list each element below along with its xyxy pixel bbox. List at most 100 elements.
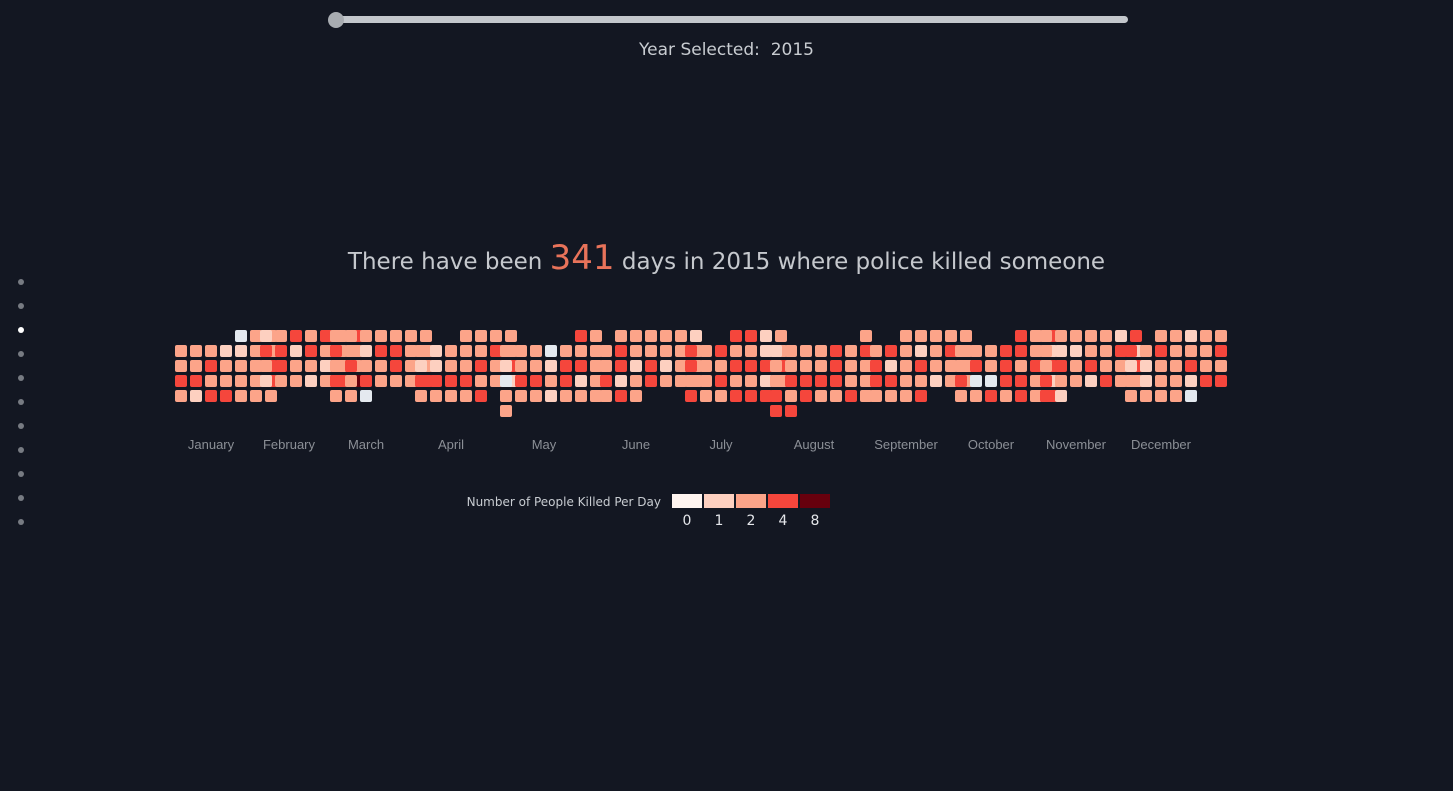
day-cell-october-22[interactable] (1015, 375, 1027, 387)
day-cell-february-19[interactable] (320, 360, 332, 372)
day-cell-june-5[interactable] (675, 330, 687, 342)
day-cell-august-10[interactable] (785, 360, 797, 372)
day-cell-september-3[interactable] (930, 330, 942, 342)
day-cell-january-31[interactable] (265, 390, 277, 402)
day-cell-march-30[interactable] (345, 390, 357, 402)
day-cell-july-12[interactable] (685, 360, 697, 372)
day-cell-december-26[interactable] (1215, 375, 1227, 387)
day-cell-september-7[interactable] (885, 345, 897, 357)
day-cell-march-1[interactable] (330, 330, 342, 342)
day-cell-december-18[interactable] (1200, 360, 1212, 372)
day-cell-may-5[interactable] (530, 345, 542, 357)
day-cell-december-12[interactable] (1215, 345, 1227, 357)
day-cell-october-15[interactable] (1015, 360, 1027, 372)
day-cell-december-5[interactable] (1215, 330, 1227, 342)
day-cell-december-9[interactable] (1170, 345, 1182, 357)
day-cell-october-19[interactable] (970, 375, 982, 387)
day-cell-august-8[interactable] (860, 345, 872, 357)
day-cell-july-28[interactable] (715, 390, 727, 402)
day-cell-november-16[interactable] (1055, 360, 1067, 372)
day-cell-february-11[interactable] (305, 345, 317, 357)
day-cell-december-24[interactable] (1185, 375, 1197, 387)
day-cell-june-22[interactable] (615, 375, 627, 387)
day-cell-december-29[interactable] (1155, 390, 1167, 402)
day-cell-november-8[interactable] (1040, 345, 1052, 357)
day-cell-may-14[interactable] (560, 360, 572, 372)
day-cell-august-14[interactable] (845, 360, 857, 372)
day-cell-july-23[interactable] (745, 375, 757, 387)
day-cell-october-28[interactable] (1000, 390, 1012, 402)
day-cell-may-30[interactable] (590, 390, 602, 402)
day-cell-april-10[interactable] (490, 345, 502, 357)
day-cell-february-4[interactable] (305, 330, 317, 342)
day-cell-december-17[interactable] (1185, 360, 1197, 372)
day-cell-january-1[interactable] (235, 330, 247, 342)
day-cell-november-24[interactable] (1070, 375, 1082, 387)
day-cell-july-17[interactable] (760, 360, 772, 372)
day-cell-march-13[interactable] (405, 345, 417, 357)
day-cell-october-12[interactable] (970, 360, 982, 372)
day-cell-january-8[interactable] (235, 345, 247, 357)
day-cell-august-23[interactable] (770, 390, 782, 402)
day-cell-april-24[interactable] (490, 375, 502, 387)
day-cell-december-23[interactable] (1170, 375, 1182, 387)
day-cell-january-26[interactable] (190, 390, 202, 402)
day-cell-august-12[interactable] (815, 360, 827, 372)
day-cell-november-26[interactable] (1100, 375, 1112, 387)
day-cell-august-24[interactable] (785, 390, 797, 402)
day-cell-october-30[interactable] (1030, 390, 1042, 402)
day-cell-september-1[interactable] (900, 330, 912, 342)
day-cell-may-20[interactable] (545, 375, 557, 387)
day-cell-november-6[interactable] (1115, 330, 1127, 342)
day-cell-march-19[interactable] (390, 360, 402, 372)
day-cell-april-16[interactable] (475, 360, 487, 372)
day-cell-november-22[interactable] (1040, 375, 1052, 387)
day-cell-may-29[interactable] (575, 390, 587, 402)
day-cell-february-16[interactable] (275, 360, 287, 372)
day-cell-july-6[interactable] (700, 345, 712, 357)
day-cell-june-1[interactable] (615, 330, 627, 342)
day-cell-march-29[interactable] (330, 390, 342, 402)
day-cell-august-18[interactable] (800, 375, 812, 387)
day-cell-may-12[interactable] (530, 360, 542, 372)
nav-dot-10[interactable] (18, 495, 24, 501)
day-cell-august-2[interactable] (770, 345, 782, 357)
day-cell-july-13[interactable] (700, 360, 712, 372)
day-cell-november-7[interactable] (1130, 330, 1142, 342)
day-cell-september-13[interactable] (870, 360, 882, 372)
day-cell-july-29[interactable] (730, 390, 742, 402)
day-cell-october-14[interactable] (1000, 360, 1012, 372)
day-cell-january-2[interactable] (250, 330, 262, 342)
day-cell-december-4[interactable] (1200, 330, 1212, 342)
day-cell-december-11[interactable] (1200, 345, 1212, 357)
day-cell-april-13[interactable] (430, 360, 442, 372)
day-cell-december-1[interactable] (1155, 330, 1167, 342)
day-cell-april-20[interactable] (430, 375, 442, 387)
day-cell-march-8[interactable] (330, 345, 342, 357)
day-cell-march-23[interactable] (345, 375, 357, 387)
day-cell-november-25[interactable] (1085, 375, 1097, 387)
day-cell-february-25[interactable] (305, 375, 317, 387)
day-cell-may-17[interactable] (500, 375, 512, 387)
day-cell-january-29[interactable] (235, 390, 247, 402)
day-cell-june-23[interactable] (630, 375, 642, 387)
day-cell-september-4[interactable] (945, 330, 957, 342)
day-cell-december-8[interactable] (1155, 345, 1167, 357)
day-cell-january-12[interactable] (190, 360, 202, 372)
day-cell-june-25[interactable] (660, 375, 672, 387)
day-cell-june-10[interactable] (645, 345, 657, 357)
day-cell-december-7[interactable] (1140, 345, 1152, 357)
day-cell-september-25[interactable] (945, 375, 957, 387)
day-cell-december-28[interactable] (1140, 390, 1152, 402)
day-cell-january-15[interactable] (235, 360, 247, 372)
day-cell-february-8[interactable] (260, 345, 272, 357)
day-cell-october-27[interactable] (985, 390, 997, 402)
day-cell-may-24[interactable] (500, 390, 512, 402)
day-cell-april-4[interactable] (505, 330, 517, 342)
day-cell-september-29[interactable] (900, 390, 912, 402)
day-cell-may-26[interactable] (530, 390, 542, 402)
day-cell-september-15[interactable] (900, 360, 912, 372)
day-cell-august-20[interactable] (830, 375, 842, 387)
day-cell-october-16[interactable] (1030, 360, 1042, 372)
day-cell-may-22[interactable] (575, 375, 587, 387)
